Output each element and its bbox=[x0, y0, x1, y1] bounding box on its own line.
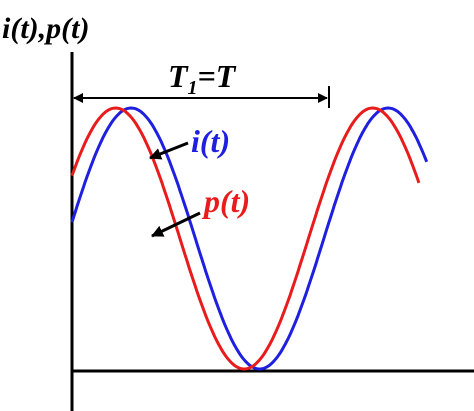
period-label-rest: =T bbox=[198, 58, 237, 94]
series-pointer-p bbox=[151, 211, 201, 238]
series-line-i bbox=[70, 106, 429, 371]
series-label-p: p(t) bbox=[201, 183, 250, 219]
series-pointer-i bbox=[149, 141, 189, 160]
series-label-i: i(t) bbox=[191, 123, 230, 159]
y-axis-label: i(t),p(t) bbox=[2, 12, 89, 45]
period-label-main: T bbox=[168, 58, 189, 94]
period-label: T1=T bbox=[168, 58, 237, 99]
series-line-p bbox=[70, 106, 421, 371]
period-label-sub: 1 bbox=[188, 77, 198, 99]
